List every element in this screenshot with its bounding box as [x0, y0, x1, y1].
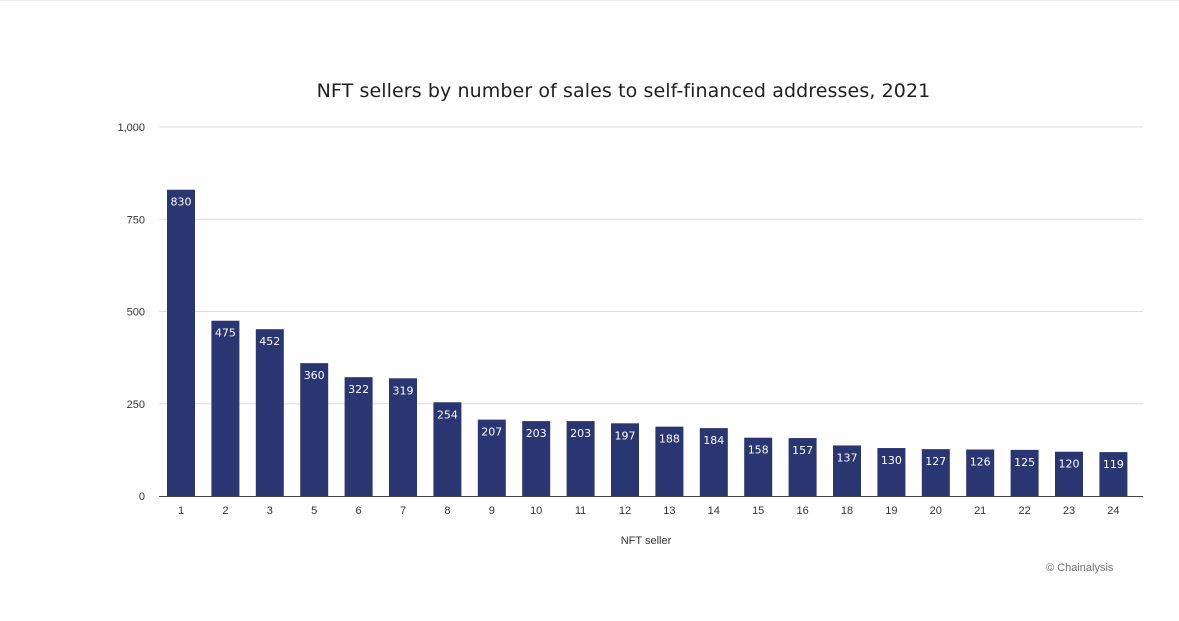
bar — [655, 426, 684, 496]
x-tick-label: 13 — [663, 505, 675, 517]
x-tick-label: 7 — [400, 505, 406, 517]
bar-value-label: 322 — [348, 383, 369, 396]
x-tick-label: 5 — [311, 505, 317, 517]
bar — [433, 402, 462, 496]
bar — [300, 363, 329, 496]
x-tick-label: 19 — [885, 505, 897, 517]
bar — [477, 419, 506, 496]
bar — [966, 449, 995, 496]
y-tick-label: 1,000 — [117, 122, 145, 134]
x-tick-label: 15 — [752, 505, 764, 517]
bars — [167, 189, 1128, 497]
bar-value-label: 319 — [393, 384, 414, 397]
bar — [389, 378, 417, 496]
bar-value-label: 137 — [837, 451, 858, 464]
y-tick-label: 500 — [127, 307, 145, 319]
bar-value-label: 188 — [659, 433, 680, 446]
x-tick-label: 18 — [841, 505, 853, 517]
x-tick-label: 8 — [444, 505, 450, 517]
bar — [744, 437, 773, 496]
x-tick-label: 23 — [1063, 505, 1075, 517]
bar-value-label: 452 — [259, 335, 280, 348]
x-tick-label: 9 — [489, 505, 495, 517]
gridlines — [159, 126, 1143, 405]
bar-value-label: 158 — [748, 444, 769, 457]
x-tick-label: 11 — [575, 505, 586, 517]
bar-value-label: 127 — [925, 455, 946, 468]
x-tick-label: 2 — [222, 505, 228, 517]
y-tick-label: 250 — [127, 399, 145, 411]
bar — [344, 377, 373, 496]
x-tick-label: 10 — [530, 505, 542, 517]
bar-value-label: 254 — [437, 408, 458, 421]
bar-value-label: 830 — [171, 196, 192, 209]
bar — [921, 449, 950, 496]
bar-value-label: 207 — [481, 426, 502, 439]
bar — [788, 438, 817, 496]
x-tick-label: 16 — [796, 505, 808, 517]
bar-value-label: 125 — [1014, 456, 1035, 469]
x-axis-tick-labels: 1 2 3 5 6 7 8 9 10 11 12 13 14 15 16 18 19 20 21 22 23 24 — [178, 505, 1120, 517]
bar-value-label: 203 — [526, 427, 547, 440]
bar — [611, 423, 639, 496]
bar-value-label: 197 — [615, 429, 636, 442]
x-tick-label: 12 — [619, 505, 631, 517]
top-divider — [0, 0, 1179, 1]
bar-value-label: 157 — [792, 444, 813, 457]
bar-value-label: 475 — [215, 327, 236, 340]
bar-value-label: 184 — [703, 434, 724, 447]
bar-value-label: 120 — [1059, 458, 1080, 471]
x-tick-label: 6 — [356, 505, 362, 517]
bar — [255, 329, 284, 496]
bar-value-label: 119 — [1103, 458, 1124, 471]
y-tick-label: 0 — [139, 491, 145, 503]
x-axis-title: NFT seller — [620, 535, 672, 547]
bar — [877, 448, 906, 496]
source-credit: © Chainalysis — [1046, 562, 1114, 574]
x-tick-label: 20 — [930, 505, 942, 517]
x-tick-label: 3 — [267, 505, 273, 517]
bar — [699, 428, 728, 496]
x-tick-label: 21 — [974, 505, 986, 517]
bar — [1010, 449, 1039, 496]
x-tick-label: 22 — [1018, 505, 1030, 517]
chart-title: NFT sellers by number of sales to self-f… — [316, 80, 931, 102]
bar-value-label: 360 — [304, 369, 325, 382]
x-tick-label: 14 — [708, 505, 720, 517]
bar — [833, 445, 861, 496]
bar-value-label: 126 — [970, 456, 991, 469]
bar — [566, 421, 595, 496]
bar-value-label: 203 — [570, 427, 591, 440]
bar — [1099, 452, 1128, 496]
bar-data-labels: 830 475 452 360 322 319 254 207 203 203 197 188 184 1… — [171, 196, 1124, 471]
bar — [167, 189, 195, 497]
bar — [522, 421, 551, 496]
bar — [1055, 451, 1083, 496]
y-tick-label: 750 — [127, 214, 145, 226]
y-axis-tick-labels: 0 250 500 750 1,000 — [117, 122, 145, 503]
bar-value-label: 130 — [881, 454, 902, 467]
x-tick-label: 24 — [1107, 505, 1119, 517]
x-tick-label: 1 — [178, 505, 184, 517]
bar — [211, 320, 240, 496]
